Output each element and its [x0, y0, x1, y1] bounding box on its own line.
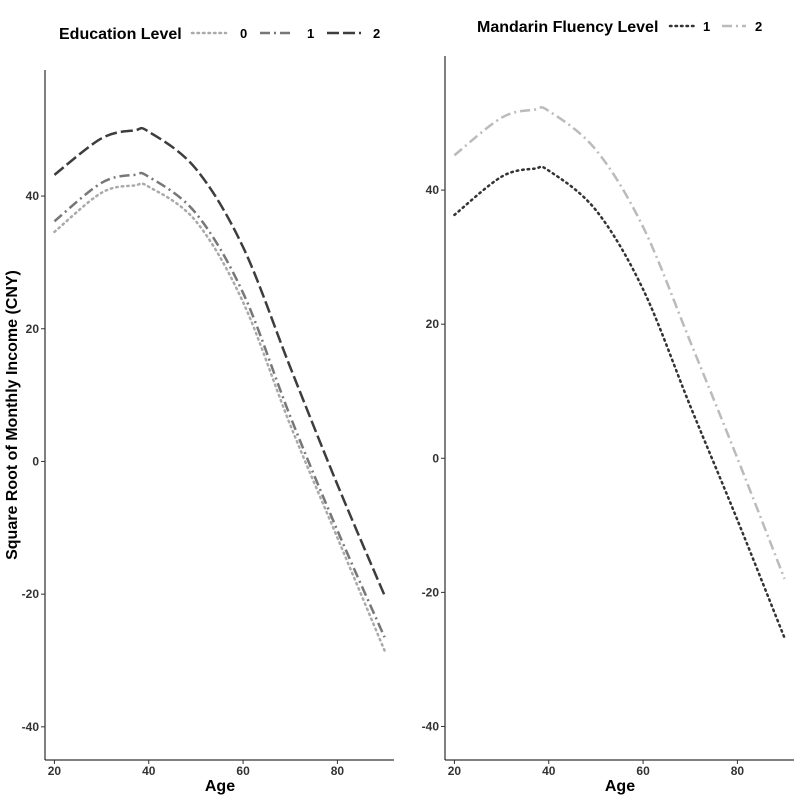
left-series-line-1 — [53, 171, 386, 638]
right-y-tick-label: -20 — [422, 585, 440, 599]
right-x-tick-label: 60 — [636, 764, 650, 778]
right-legend-label-0: 1 — [703, 19, 710, 34]
right-y-ticks: -40 -20 0 20 40 — [422, 183, 445, 733]
left-y-ticks: -40 -20 0 20 40 — [22, 189, 45, 734]
right-x-tick-label: 20 — [448, 764, 462, 778]
left-x-tick-label: 60 — [236, 764, 250, 778]
left-legend-title: Education Level — [59, 26, 182, 43]
left-series-line-2 — [53, 126, 386, 596]
right-series-lines — [453, 106, 786, 640]
right-legend: Mandarin Fluency Level 1 2 — [477, 19, 762, 36]
right-x-axis-title: Age — [605, 778, 635, 795]
left-series-line-0 — [53, 182, 386, 652]
left-legend-label-0: 0 — [240, 26, 247, 41]
right-y-tick-label: 0 — [432, 451, 439, 465]
left-x-axis-title: Age — [205, 778, 235, 795]
left-y-tick-label: 20 — [26, 322, 40, 336]
left-series-lines — [53, 126, 386, 652]
left-y-tick-label: -20 — [22, 587, 40, 601]
left-y-tick-label: 0 — [32, 454, 39, 468]
right-series-line-2 — [453, 106, 786, 580]
right-x-tick-label: 80 — [731, 764, 745, 778]
left-legend-label-1: 1 — [307, 26, 314, 41]
left-x-tick-label: 40 — [142, 764, 156, 778]
left-y-axis-title: Square Root of Monthly Income (CNY) — [4, 270, 21, 560]
left-y-tick-label: 40 — [26, 189, 40, 203]
right-y-tick-label: -40 — [422, 719, 440, 733]
left-x-ticks: 20 40 60 80 — [48, 760, 345, 778]
left-legend-label-2: 2 — [373, 26, 380, 41]
left-y-tick-label: -40 — [22, 720, 40, 734]
left-x-tick-label: 80 — [331, 764, 345, 778]
right-legend-label-1: 2 — [755, 19, 762, 34]
right-x-ticks: 20 40 60 80 — [448, 760, 745, 778]
right-panel: Mandarin Fluency Level 1 2 -40 -20 0 20 40 2… — [422, 19, 794, 795]
right-y-tick-label: 20 — [426, 317, 440, 331]
left-legend: Education Level 0 1 2 — [59, 26, 380, 43]
right-x-tick-label: 40 — [542, 764, 556, 778]
right-legend-title: Mandarin Fluency Level — [477, 19, 658, 36]
right-series-line-1 — [453, 165, 786, 640]
right-y-tick-label: 40 — [426, 183, 440, 197]
left-x-tick-label: 20 — [48, 764, 62, 778]
